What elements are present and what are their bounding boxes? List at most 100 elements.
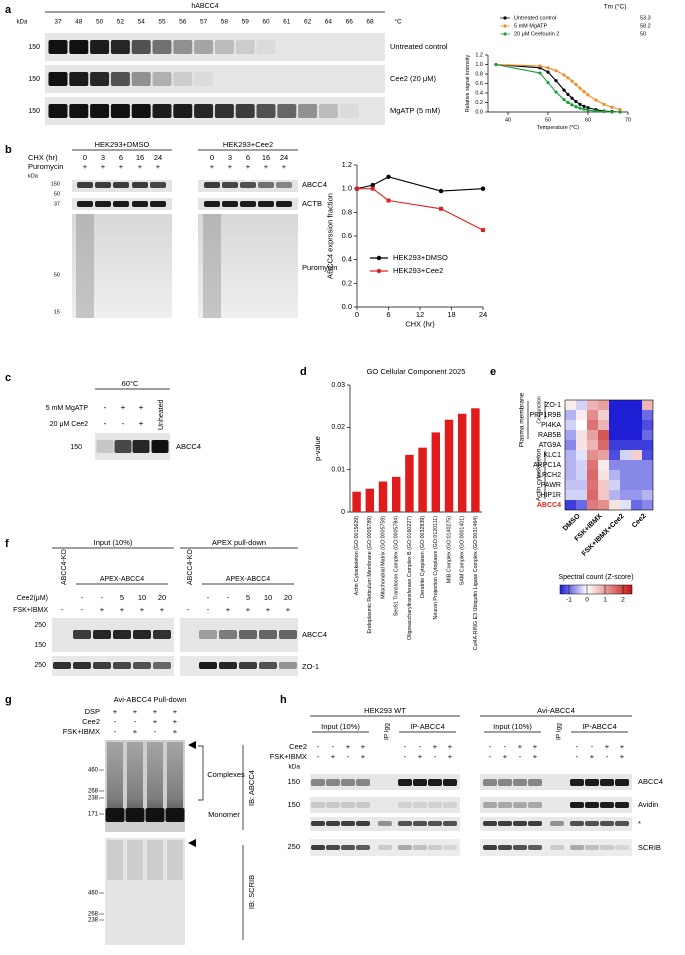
label: - [576,742,579,751]
band [152,72,172,86]
point [370,182,375,188]
label: + [83,162,88,171]
label: - [114,727,117,736]
point [594,98,598,102]
label: HEK293+DMSO [95,140,150,149]
label: + [173,707,178,716]
label: Cell junction [536,396,542,423]
label: ABCC4 [176,442,201,451]
band [132,440,150,453]
label: Input (10%) [94,538,133,547]
heatmap-cell [609,430,620,440]
label: + [361,752,366,761]
label: SCRIB [638,843,661,852]
label: kDa [288,764,300,771]
point [554,69,558,73]
heatmap-cell [620,400,631,410]
heatmap-cell [587,440,598,450]
heatmap-cell [631,440,642,450]
label: + [590,752,595,761]
label: 50 [96,19,104,26]
row-label: ZO-1 [545,402,561,409]
label: + [156,162,161,171]
band [132,182,148,188]
bar [365,488,375,512]
heatmap-cell [576,450,587,460]
label: - [519,752,522,761]
band [95,201,111,207]
legend-swatch [376,255,382,261]
band [53,662,71,669]
legend-swatch [503,16,507,20]
row-label: KLC1 [543,452,561,459]
label: Puromycin [302,263,337,272]
column-label: DMSO [562,512,582,532]
label: °C [394,18,402,26]
band [443,779,457,786]
label: Cee2 (20 μM) [390,74,437,83]
heatmap-cell [631,400,642,410]
heatmap-cell [576,420,587,430]
x-axis-label: CHX (hr) [405,319,435,328]
legend-value: 58.2 [640,23,651,29]
point [386,198,391,203]
band [528,779,542,786]
band [194,40,214,54]
heatmap-cell [565,400,576,410]
band [276,201,292,207]
band [235,40,255,54]
heatmap-cell [620,450,631,460]
panel-label: b [5,144,12,156]
label: IP Igg [556,723,563,740]
heatmap-cell [631,410,642,420]
band [77,182,93,188]
band [214,104,234,118]
point [578,106,582,110]
heatmap-cell [587,500,598,510]
point [570,79,574,83]
heatmap-cell [565,440,576,450]
label: + [139,403,144,412]
band [203,214,221,318]
band [326,779,340,786]
band [167,742,183,822]
label: 150 [28,76,40,83]
band [600,802,614,808]
label: 3 [101,153,105,162]
band [298,104,318,118]
label: FSK+IBMX [270,752,307,761]
band [107,840,123,880]
label: 460 [88,768,99,774]
series-line [495,63,621,111]
y-tick-label: 0.2 [475,100,483,106]
band [341,802,355,808]
colorbar-tick-label: 2 [621,597,625,604]
label: - [154,727,157,736]
point [554,79,558,83]
y-axis-label: p-value [313,436,322,461]
band [204,201,220,207]
label: + [173,727,178,736]
point [566,92,570,97]
label: + [160,605,165,614]
band [356,779,370,786]
band [131,40,151,54]
band [77,201,93,207]
row-label: LRCH2 [538,472,561,479]
panel-label: d [300,366,307,378]
label: + [226,605,231,614]
point [570,103,574,107]
point [566,76,570,80]
band [326,845,340,850]
heatmap-cell [609,400,620,410]
blot [310,797,460,813]
label: 50 [54,272,60,278]
heatmap-cell [576,440,587,450]
label: ZO-1 [302,662,319,671]
heatmap-cell [565,430,576,440]
label: 150 [34,642,46,649]
point [586,108,590,112]
band [428,802,442,808]
heatmap-cell [620,410,631,420]
